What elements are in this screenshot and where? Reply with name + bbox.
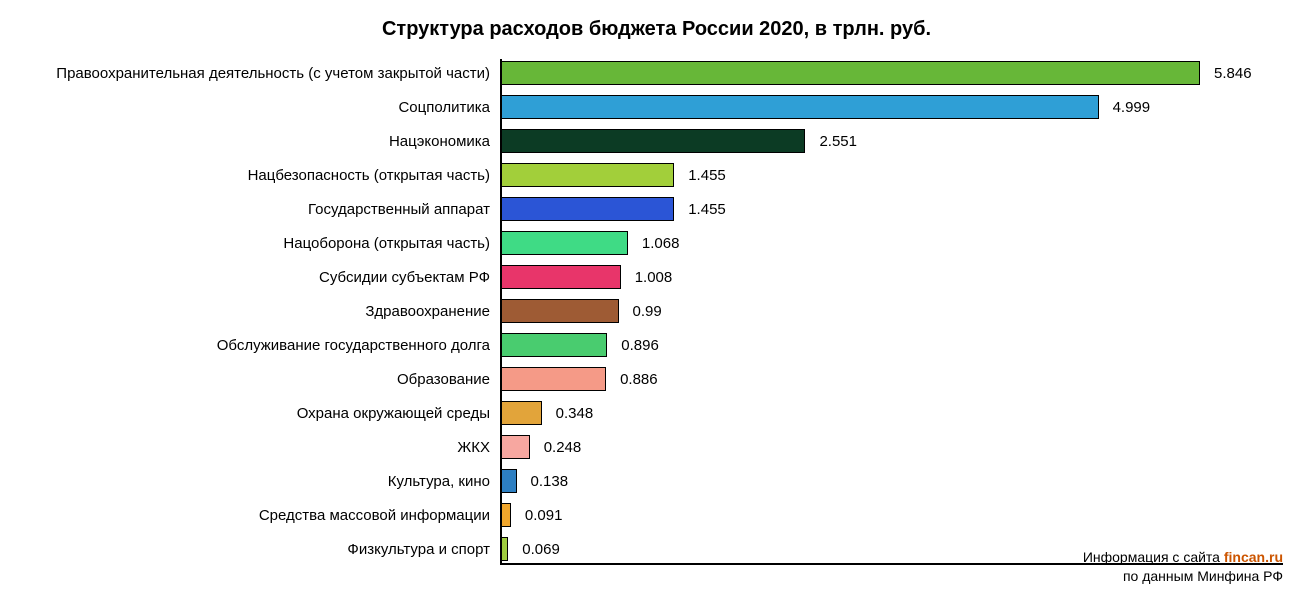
bar-track: 0.896 [500,331,1283,359]
bar [500,61,1200,85]
bar-row: Субсидии субъектам РФ 1.008 [30,263,1283,291]
plot-area: Правоохранительная деятельность (с учето… [30,59,1283,563]
bar-track: 0.138 [500,467,1283,495]
category-label: ЖКХ [30,439,500,456]
bar-row: Нацэкономика 2.551 [30,127,1283,155]
bar-track: 0.886 [500,365,1283,393]
category-label: Образование [30,371,500,388]
bar-row: Государственный аппарат 1.455 [30,195,1283,223]
value-label: 0.138 [531,473,569,490]
bar [500,163,674,187]
bar [500,197,674,221]
value-label: 0.248 [544,439,582,456]
bar [500,333,607,357]
bar-row: Нацбезопасность (открытая часть) 1.455 [30,161,1283,189]
bar [500,435,530,459]
bar-row: ЖКХ 0.248 [30,433,1283,461]
bar [500,231,628,255]
value-label: 1.008 [635,269,673,286]
bar-track: 1.008 [500,263,1283,291]
bar [500,265,621,289]
category-label: Нацэкономика [30,133,500,150]
value-label: 1.068 [642,235,680,252]
chart-container: Структура расходов бюджета России 2020, … [0,0,1313,603]
category-label: Культура, кино [30,473,500,490]
value-label: 4.999 [1113,99,1151,116]
bar-track: 2.551 [500,127,1283,155]
credit-block: Информация с сайта fincan.ru по данным М… [1083,548,1283,587]
value-label: 0.896 [621,337,659,354]
bar [500,95,1099,119]
bar-row: Охрана окружающей среды 0.348 [30,399,1283,427]
category-label: Средства массовой информации [30,507,500,524]
value-label: 0.886 [620,371,658,388]
value-label: 1.455 [688,167,726,184]
bar-track: 4.999 [500,93,1283,121]
bar-row: Нацоборона (открытая часть) 1.068 [30,229,1283,257]
category-label: Государственный аппарат [30,201,500,218]
y-axis-line [500,59,502,563]
bar-row: Здравоохранение 0.99 [30,297,1283,325]
value-label: 5.846 [1214,65,1252,82]
bar-track: 1.068 [500,229,1283,257]
credit-line-1: Информация с сайта fincan.ru [1083,548,1283,568]
bar-track: 1.455 [500,195,1283,223]
bar [500,129,805,153]
value-label: 0.091 [525,507,563,524]
credit-prefix: Информация с сайта [1083,549,1224,565]
category-label: Охрана окружающей среды [30,405,500,422]
bar-track: 1.455 [500,161,1283,189]
value-label: 1.455 [688,201,726,218]
bar-row: Правоохранительная деятельность (с учето… [30,59,1283,87]
bar [500,401,542,425]
bar-rows: Правоохранительная деятельность (с учето… [30,59,1283,563]
bar-row: Культура, кино 0.138 [30,467,1283,495]
bar-row: Образование 0.886 [30,365,1283,393]
bar-track: 5.846 [500,59,1283,87]
value-label: 0.348 [556,405,594,422]
bar-row: Соцполитика 4.999 [30,93,1283,121]
bar [500,367,606,391]
bar-row: Средства массовой информации 0.091 [30,501,1283,529]
category-label: Соцполитика [30,99,500,116]
bar-row: Обслуживание государственного долга 0.896 [30,331,1283,359]
category-label: Нацбезопасность (открытая часть) [30,167,500,184]
category-label: Здравоохранение [30,303,500,320]
value-label: 0.069 [522,541,560,558]
category-label: Субсидии субъектам РФ [30,269,500,286]
category-label: Правоохранительная деятельность (с учето… [30,65,500,82]
credit-site: fincan.ru [1224,549,1283,565]
category-label: Обслуживание государственного долга [30,337,500,354]
bar-track: 0.248 [500,433,1283,461]
bar [500,469,517,493]
chart-title: Структура расходов бюджета России 2020, … [30,18,1283,41]
category-label: Физкультура и спорт [30,541,500,558]
bar-track: 0.091 [500,501,1283,529]
category-label: Нацоборона (открытая часть) [30,235,500,252]
bar-track: 0.99 [500,297,1283,325]
value-label: 0.99 [633,303,662,320]
credit-line-2: по данным Минфина РФ [1083,567,1283,587]
bar-track: 0.348 [500,399,1283,427]
bar [500,299,619,323]
value-label: 2.551 [819,133,857,150]
